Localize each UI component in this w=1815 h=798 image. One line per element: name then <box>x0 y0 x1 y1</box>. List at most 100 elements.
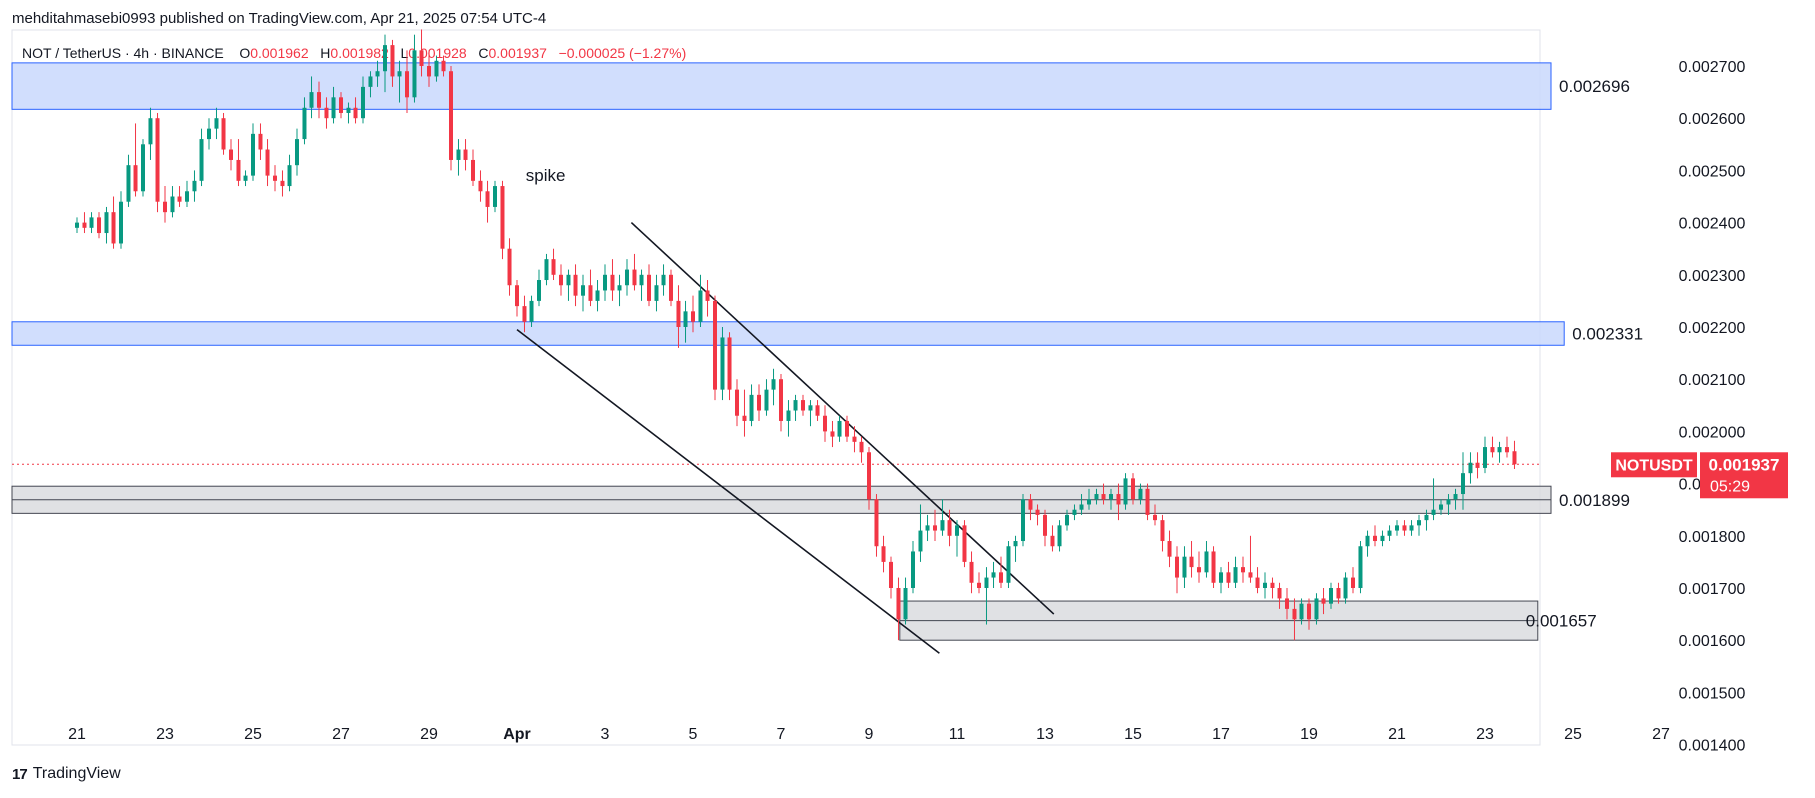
candle-body[interactable] <box>727 337 732 390</box>
candle-body[interactable] <box>1439 504 1443 510</box>
candle-body[interactable] <box>302 107 307 140</box>
candle-body[interactable] <box>969 561 974 583</box>
candle-body[interactable] <box>845 420 849 437</box>
candle-body[interactable] <box>1307 603 1311 620</box>
candle-body[interactable] <box>441 60 446 72</box>
candle-body[interactable] <box>984 577 989 588</box>
candle-body[interactable] <box>742 415 747 421</box>
candle-body[interactable] <box>229 149 233 160</box>
candle-body[interactable] <box>940 520 945 531</box>
candle-body[interactable] <box>735 389 739 416</box>
candle-body[interactable] <box>991 572 996 578</box>
candle-body[interactable] <box>82 222 87 228</box>
candle-body[interactable] <box>427 66 431 77</box>
candle-body[interactable] <box>258 133 263 150</box>
candle-body[interactable] <box>595 290 600 301</box>
candle-body[interactable] <box>1057 525 1062 547</box>
candle-body[interactable] <box>896 588 901 620</box>
candle-body[interactable] <box>1343 577 1348 599</box>
candle-body[interactable] <box>705 290 710 301</box>
candle-body[interactable] <box>1013 541 1018 547</box>
trendline[interactable] <box>516 328 940 654</box>
candle-body[interactable] <box>1043 514 1047 536</box>
candle-body[interactable] <box>925 525 930 531</box>
candle-body[interactable] <box>295 139 299 166</box>
candle-body[interactable] <box>434 60 439 77</box>
candle-body[interactable] <box>691 311 695 322</box>
candle-body[interactable] <box>1131 478 1135 500</box>
candle-body[interactable] <box>581 285 585 296</box>
candle-body[interactable] <box>104 212 109 234</box>
candle-body[interactable] <box>801 400 805 411</box>
candle-body[interactable] <box>544 259 549 281</box>
candle-body[interactable] <box>1182 556 1187 578</box>
candle-body[interactable] <box>1285 598 1289 609</box>
candle-body[interactable] <box>999 572 1003 583</box>
candle-body[interactable] <box>786 410 791 421</box>
candle-body[interactable] <box>617 285 622 291</box>
candle-body[interactable] <box>632 269 637 286</box>
candle-body[interactable] <box>1336 588 1341 599</box>
candle-body[interactable] <box>1490 447 1495 453</box>
candle-body[interactable] <box>353 107 358 119</box>
candle-body[interactable] <box>449 71 453 160</box>
candle-body[interactable] <box>837 420 842 437</box>
candle-body[interactable] <box>1497 447 1502 453</box>
candle-body[interactable] <box>823 415 827 432</box>
candle-body[interactable] <box>192 180 197 192</box>
candle-body[interactable] <box>1021 499 1025 542</box>
candle-body[interactable] <box>207 128 211 140</box>
candle-body[interactable] <box>1094 494 1099 500</box>
candle-body[interactable] <box>1189 556 1194 568</box>
candle-body[interactable] <box>243 175 248 181</box>
candle-body[interactable] <box>911 551 915 588</box>
candle-body[interactable] <box>1380 535 1385 542</box>
candle-body[interactable] <box>1373 535 1377 542</box>
candle-body[interactable] <box>639 274 644 286</box>
candle-body[interactable] <box>361 86 365 119</box>
candle-body[interactable] <box>977 582 981 588</box>
candle-body[interactable] <box>1505 447 1509 453</box>
candle-body[interactable] <box>478 180 483 192</box>
candle-body[interactable] <box>346 107 351 113</box>
candle-body[interactable] <box>1263 582 1267 588</box>
candle-body[interactable] <box>1248 572 1253 578</box>
candle-body[interactable] <box>559 274 563 286</box>
candle-body[interactable] <box>661 274 666 286</box>
candle-body[interactable] <box>309 92 314 108</box>
candle-body[interactable] <box>1453 494 1458 500</box>
candle-body[interactable] <box>566 274 571 286</box>
candle-body[interactable] <box>852 436 857 442</box>
candle-body[interactable] <box>331 97 336 119</box>
candle-body[interactable] <box>397 71 402 77</box>
candle-body[interactable] <box>1153 514 1157 521</box>
candle-body[interactable] <box>720 337 725 390</box>
candle-body[interactable] <box>889 561 893 588</box>
candle-body[interactable] <box>148 118 153 145</box>
candle-body[interactable] <box>1123 478 1128 505</box>
candle-body[interactable] <box>859 441 864 453</box>
candle-body[interactable] <box>1409 525 1414 531</box>
candle-body[interactable] <box>1351 577 1355 588</box>
candle-body[interactable] <box>1101 494 1106 500</box>
candle-body[interactable] <box>221 118 226 150</box>
candle-body[interactable] <box>1446 499 1451 505</box>
candle-body[interactable] <box>1314 598 1319 620</box>
candle-body[interactable] <box>236 159 241 181</box>
candle-body[interactable] <box>1072 509 1077 515</box>
candle-body[interactable] <box>947 520 952 536</box>
candle-body[interactable] <box>757 394 761 411</box>
candle-body[interactable] <box>1138 488 1143 500</box>
candle-body[interactable] <box>1175 556 1179 578</box>
candle-body[interactable] <box>881 546 886 562</box>
candle-body[interactable] <box>1241 567 1245 573</box>
candle-body[interactable] <box>1255 577 1260 588</box>
candle-body[interactable] <box>749 394 754 421</box>
candle-body[interactable] <box>815 405 820 416</box>
candle-body[interactable] <box>669 274 673 301</box>
candle-body[interactable] <box>265 149 270 176</box>
candle-body[interactable] <box>683 311 688 327</box>
candle-body[interactable] <box>830 431 835 437</box>
candle-body[interactable] <box>1270 582 1275 588</box>
candle-body[interactable] <box>507 248 512 286</box>
